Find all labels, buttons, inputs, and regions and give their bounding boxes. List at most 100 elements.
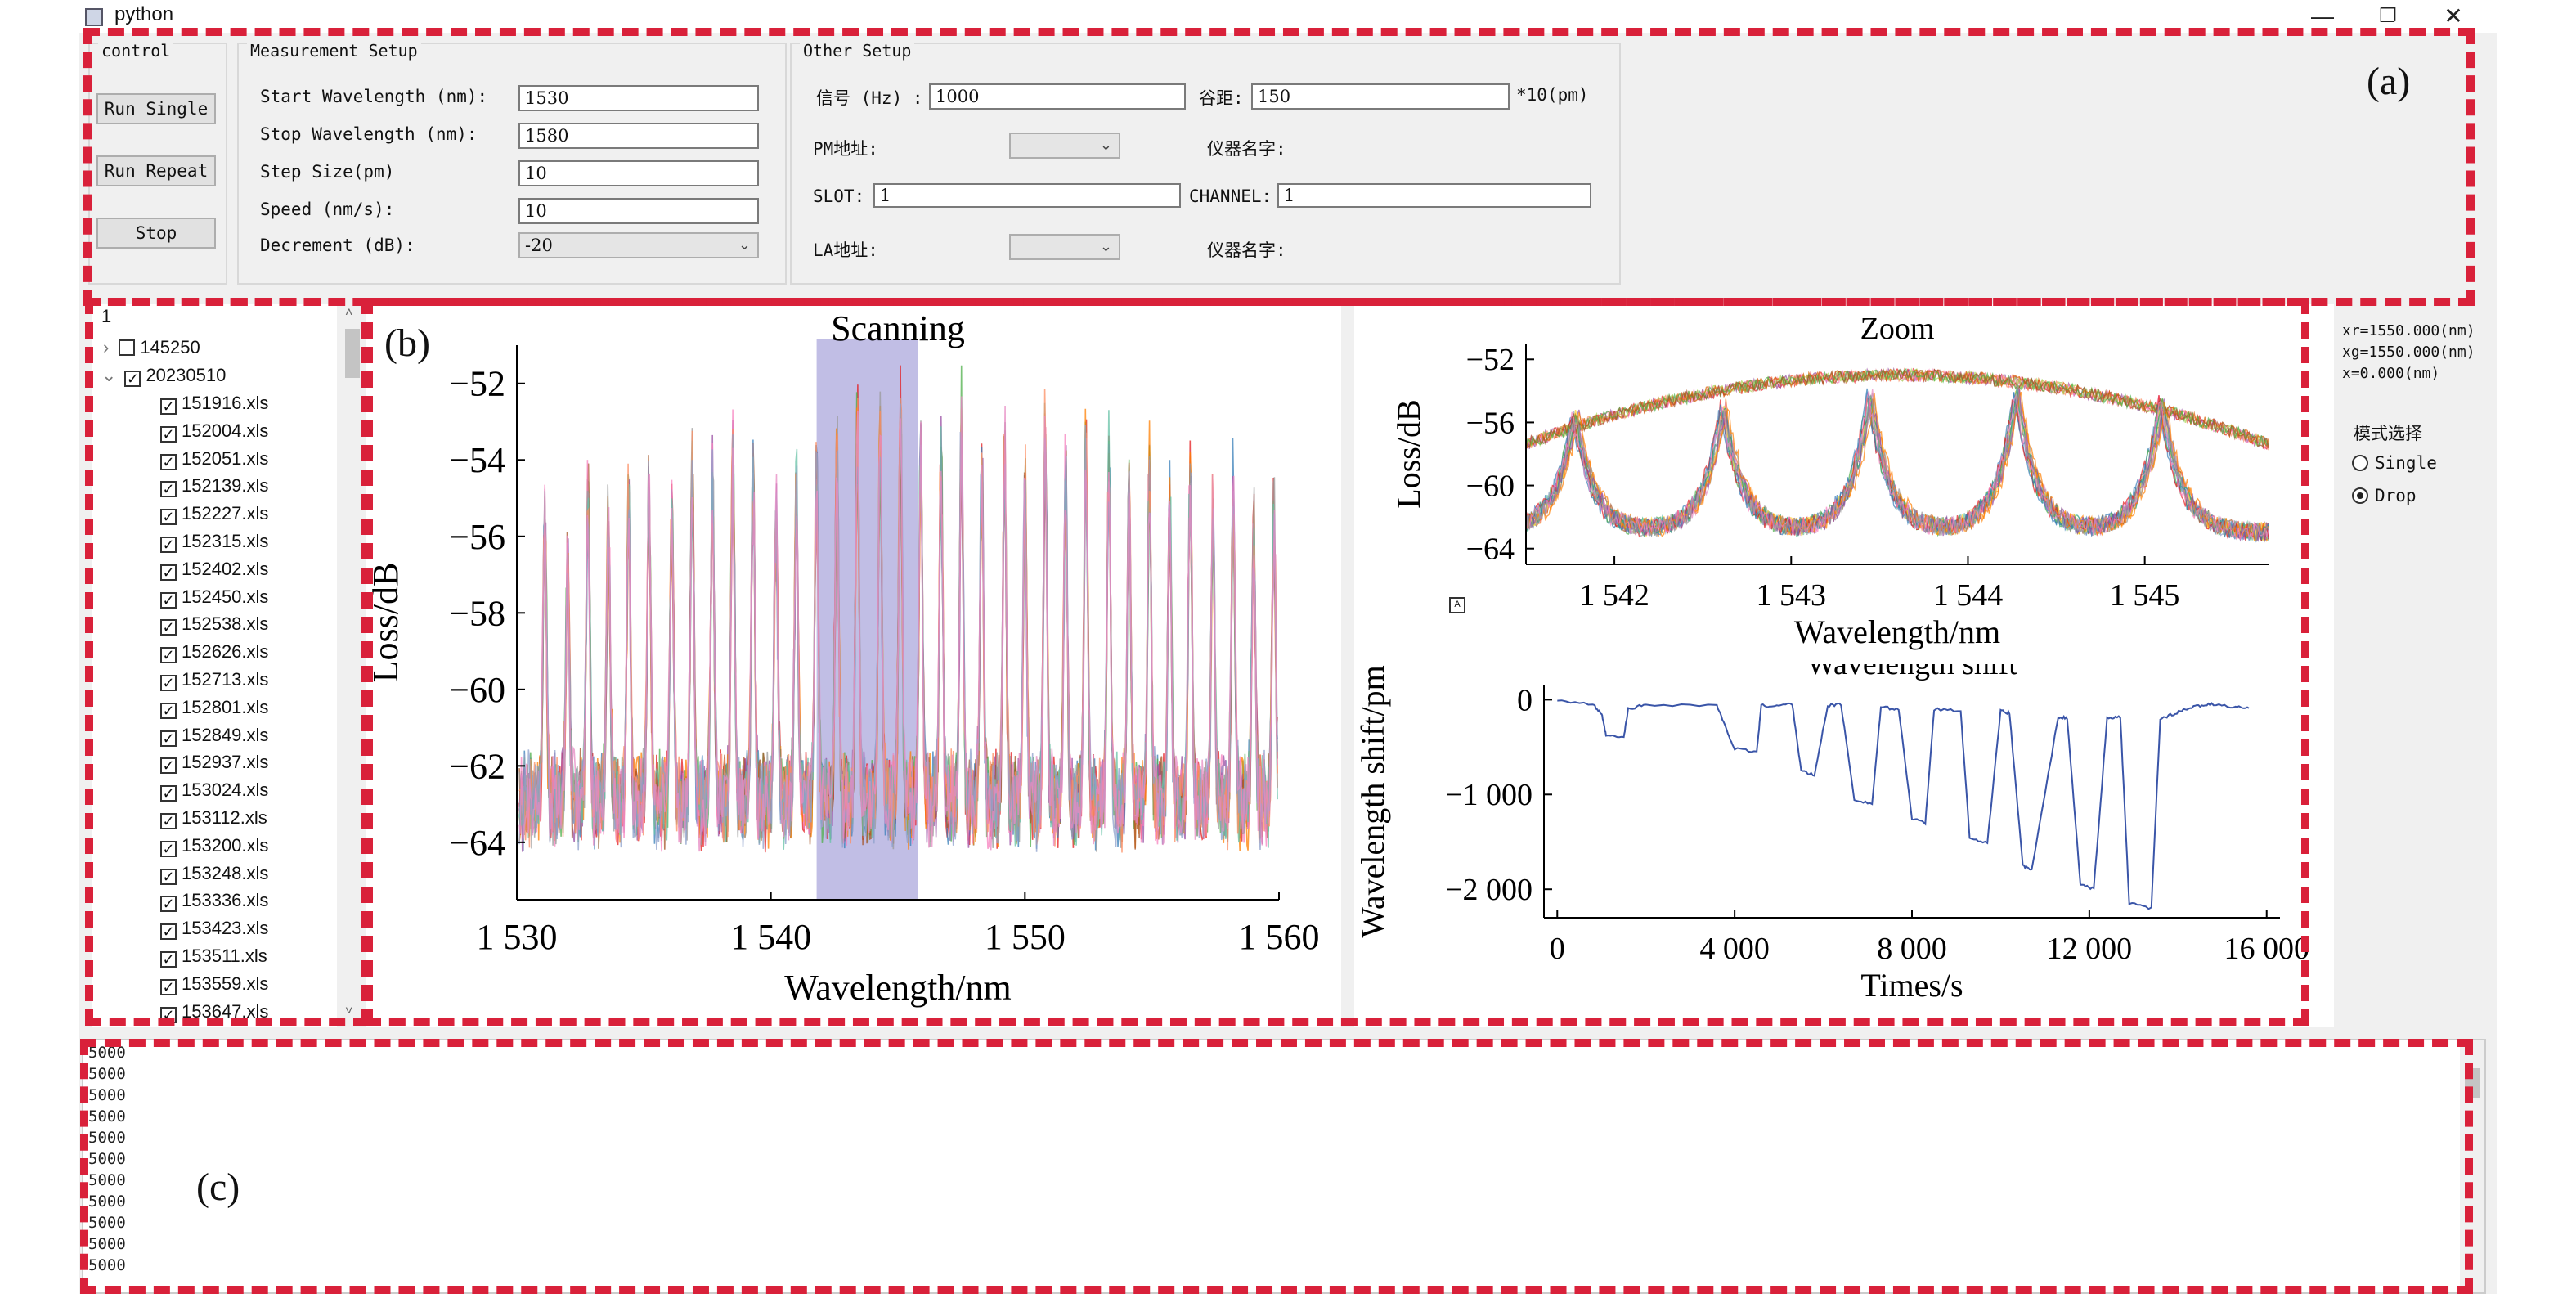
checkbox[interactable]: ✓ <box>160 564 177 581</box>
log-output[interactable]: 5000 5000 5000 5000 5000 5000 5000 5000 5000 5000… <box>82 1039 2486 1294</box>
checkbox[interactable]: ✓ <box>160 757 177 775</box>
la-address-select[interactable]: ⌄ <box>1009 234 1120 260</box>
pm-address-label: PM地址: <box>813 139 878 159</box>
y-tick-label: −64 <box>449 823 505 863</box>
slot-input[interactable]: 1 <box>873 183 1181 208</box>
radio-drop[interactable] <box>2352 487 2368 504</box>
stop-button[interactable]: Stop <box>96 218 216 249</box>
checkbox[interactable]: ✓ <box>160 730 177 747</box>
checkbox[interactable]: ✓ <box>160 675 177 691</box>
tree-file-item[interactable]: ✓ 152849.xls <box>160 725 268 747</box>
tree-file-item[interactable]: ✓ 152801.xls <box>160 697 268 719</box>
zoom-chart[interactable]: 1 542 1 543 1 544 1 545 −52 −56 −60 −64 Zoom Wave… <box>1354 304 2334 664</box>
stop-wavelength-input[interactable]: 1580 <box>518 123 759 149</box>
folder-label: 145250 <box>140 337 200 357</box>
scroll-up-icon[interactable]: ˄ <box>345 306 353 320</box>
speed-input[interactable]: 10 <box>518 198 759 224</box>
plot-toolbar-icon[interactable]: A <box>1449 597 1465 613</box>
checkbox[interactable]: ✓ <box>160 840 177 857</box>
app-icon <box>85 8 103 26</box>
decrement-label: Decrement (dB): <box>260 236 415 255</box>
tree-file-item[interactable]: ✓ 152315.xls <box>160 531 268 553</box>
y-tick-label: −60 <box>449 670 505 710</box>
chevron-down-icon: ⌄ <box>1099 238 1112 255</box>
x-tick-label: 1 560 <box>1239 917 1320 957</box>
checkbox[interactable]: ✓ <box>160 509 177 526</box>
tree-file-item[interactable]: ✓ 152538.xls <box>160 613 268 636</box>
tree-file-item[interactable]: ✓ 152450.xls <box>160 586 268 609</box>
checkbox[interactable]: ✓ <box>160 813 177 829</box>
tree-file-item[interactable]: ✓ 152227.xls <box>160 503 268 526</box>
minimize-button[interactable]: — <box>2311 3 2334 29</box>
chevron-down-icon[interactable]: ⌄ <box>101 365 117 385</box>
checkbox[interactable]: ✓ <box>160 591 177 609</box>
tree-file-item[interactable]: ✓ 153112.xls <box>160 807 267 829</box>
tree-file-item[interactable]: ✓ 152139.xls <box>160 475 268 498</box>
tree-file-item[interactable]: ✓ 153248.xls <box>160 863 268 885</box>
run-single-button[interactable]: Run Single <box>96 93 216 124</box>
checkbox[interactable]: ✓ <box>160 978 177 995</box>
tree-file-item[interactable]: ✓ 153423.xls <box>160 918 268 941</box>
checkbox[interactable]: ✓ <box>160 398 177 415</box>
file-label: 152937.xls <box>182 752 269 773</box>
checkbox[interactable]: ✓ <box>160 785 177 802</box>
checkbox[interactable]: ✓ <box>160 923 177 941</box>
checkbox[interactable]: ✓ <box>160 868 177 885</box>
radio-single[interactable] <box>2352 455 2368 471</box>
close-button[interactable]: ✕ <box>2444 3 2463 29</box>
tree-file-item[interactable]: ✓ 153200.xls <box>160 835 268 857</box>
file-tree[interactable]: 1 › 145250 ⌄ ✓ 20230510 ✓ 151916.xls ✓ 152004.… <box>92 304 337 1027</box>
log-line: 5000 <box>88 1214 126 1232</box>
decrement-select[interactable]: -20 ⌄ <box>518 232 759 258</box>
restore-button[interactable]: ❐ <box>2379 5 2397 27</box>
checkbox[interactable]: ✓ <box>160 702 177 719</box>
zoom-trace <box>1526 391 2269 540</box>
step-size-input[interactable]: 10 <box>518 160 759 186</box>
checkbox[interactable]: ✓ <box>160 647 177 664</box>
scanning-chart[interactable]: 1 530 1 540 1 550 1 560 −52 −54 −56 −58 −60 −62 −6… <box>366 304 1341 1027</box>
checkbox[interactable] <box>119 339 136 356</box>
y-tick-label: −60 <box>1466 469 1515 503</box>
tree-folder[interactable]: ⌄ ✓ 20230510 <box>101 365 226 387</box>
checkbox[interactable]: ✓ <box>124 371 141 387</box>
mode-single-radio[interactable]: Single <box>2352 453 2437 473</box>
x-tick-label: 1 540 <box>730 917 811 957</box>
tree-file-item[interactable]: ✓ 152713.xls <box>160 669 268 691</box>
checkbox[interactable]: ✓ <box>160 481 177 498</box>
run-repeat-button[interactable]: Run Repeat <box>96 155 216 186</box>
mode-title: 模式选择 <box>2354 424 2422 443</box>
checkbox[interactable]: ✓ <box>160 453 177 470</box>
tree-file-item[interactable]: ✓ 152051.xls <box>160 448 268 470</box>
checkbox[interactable]: ✓ <box>160 425 177 443</box>
checkbox[interactable]: ✓ <box>160 537 177 553</box>
signal-input[interactable]: 1000 <box>929 83 1186 110</box>
log-line: 5000 <box>88 1086 126 1104</box>
chevron-down-icon: ⌄ <box>1099 137 1112 154</box>
y-axis-label: Wavelength shift/pm <box>1354 665 1391 937</box>
pm-address-select[interactable]: ⌄ <box>1009 133 1120 159</box>
tree-file-item[interactable]: ✓ 151916.xls <box>160 393 268 415</box>
tree-scrollbar[interactable]: ˄ ˅ <box>340 304 365 1027</box>
scroll-down-icon[interactable]: ˅ <box>345 1004 353 1018</box>
chevron-right-icon[interactable]: › <box>103 337 110 357</box>
tree-file-item[interactable]: ✓ 152402.xls <box>160 559 268 581</box>
checkbox[interactable]: ✓ <box>160 951 177 968</box>
checkbox[interactable]: ✓ <box>160 896 177 913</box>
start-wavelength-input[interactable]: 1530 <box>518 85 759 111</box>
channel-input[interactable]: 1 <box>1277 183 1591 208</box>
scroll-thumb[interactable] <box>345 329 360 378</box>
y-tick-label: −54 <box>449 440 505 480</box>
tree-file-item[interactable]: ✓ 152937.xls <box>160 752 269 775</box>
tree-file-item[interactable]: ✓ 153559.xls <box>160 973 268 995</box>
channel-label: CHANNEL: <box>1189 186 1272 206</box>
tree-file-item[interactable]: ✓ 153511.xls <box>160 946 267 968</box>
tree-file-item[interactable]: ✓ 153336.xls <box>160 890 268 913</box>
valley-spacing-input[interactable]: 150 <box>1251 83 1510 110</box>
tree-file-item[interactable]: ✓ 152004.xls <box>160 420 268 443</box>
mode-drop-radio[interactable]: Drop <box>2352 486 2417 505</box>
tree-file-item[interactable]: ✓ 153024.xls <box>160 780 268 802</box>
tree-file-item[interactable]: ✓ 152626.xls <box>160 641 268 664</box>
wavelength-shift-chart[interactable]: 0 4 000 8 000 12 000 16 000 0 −1 000 −2 000 Wave… <box>1354 664 2334 1027</box>
tree-folder[interactable]: › 145250 <box>103 337 200 358</box>
checkbox[interactable]: ✓ <box>160 619 177 636</box>
